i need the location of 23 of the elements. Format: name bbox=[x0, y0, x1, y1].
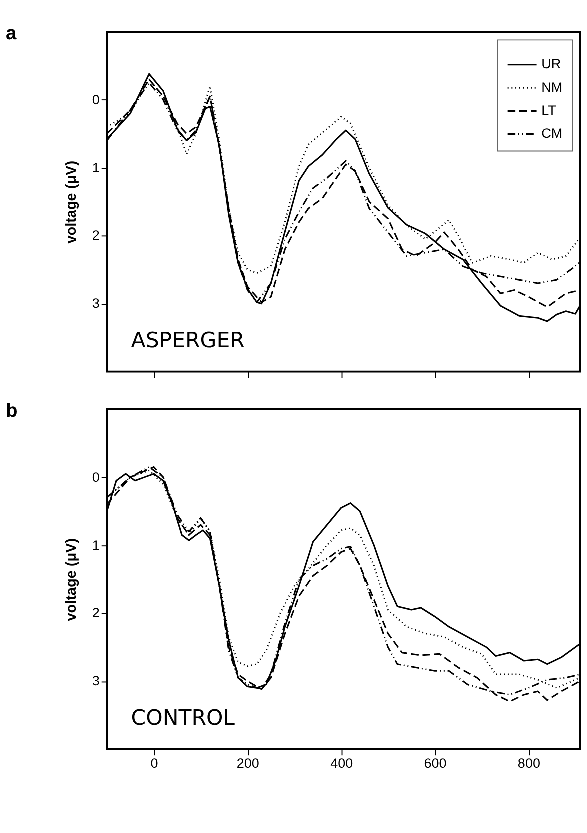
y-tick-label: 3 bbox=[92, 296, 100, 312]
legend-label: UR bbox=[542, 56, 562, 72]
y-tick-label: 2 bbox=[92, 228, 100, 244]
chart-title: a bbox=[6, 24, 17, 45]
y-axis-title: voltage (μV) bbox=[64, 538, 80, 622]
y-axis-title: voltage (μV) bbox=[64, 160, 80, 244]
y-tick-label: 0 bbox=[92, 92, 100, 108]
y-tick-label: 2 bbox=[92, 606, 100, 621]
legend-label: NM bbox=[542, 80, 563, 95]
x-tick-label: 600 bbox=[424, 756, 447, 772]
x-tick-label: 400 bbox=[330, 756, 354, 772]
annotation: CONTROL bbox=[131, 706, 236, 732]
x-tick-label: 0 bbox=[150, 756, 158, 772]
y-tick-label: 1 bbox=[92, 538, 100, 553]
x-tick-label: 800 bbox=[518, 756, 540, 772]
legend-label: LT bbox=[542, 103, 556, 118]
y-tick-label: 1 bbox=[92, 160, 100, 176]
y-tick-label: 3 bbox=[92, 674, 100, 689]
x-tick-label: 200 bbox=[236, 756, 260, 772]
chart-title: b bbox=[6, 401, 18, 422]
annotation: ASPERGER bbox=[131, 328, 246, 354]
y-tick-label: 0 bbox=[92, 470, 100, 485]
legend-label: CM bbox=[542, 126, 563, 142]
